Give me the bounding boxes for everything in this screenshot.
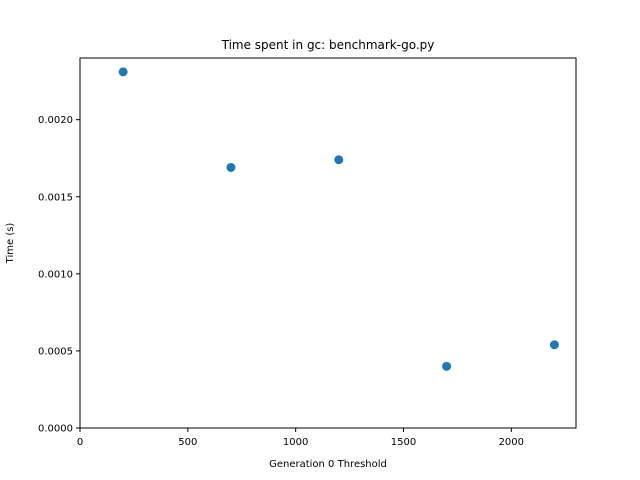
x-tick-label: 0 [77, 437, 83, 448]
data-point [334, 155, 344, 165]
plot-frame [79, 57, 577, 429]
y-tick-label: 0.0020 [38, 115, 73, 126]
x-tick-label: 2000 [499, 437, 524, 448]
y-tick-label: 0.0005 [38, 346, 73, 357]
data-point [118, 67, 128, 77]
data-point [549, 340, 559, 350]
x-tick-label: 500 [178, 437, 197, 448]
data-point [442, 361, 452, 371]
y-tick-label: 0.0010 [38, 269, 73, 280]
data-point [226, 162, 236, 172]
x-axis-label: Generation 0 Threshold [269, 459, 387, 470]
y-axis: 0.0000 0.0005 0.0010 0.0015 0.0020 [38, 115, 80, 435]
plot-area [118, 67, 559, 371]
x-tick-label: 1000 [283, 437, 308, 448]
y-axis-label: Time (s) [5, 223, 16, 265]
chart-title: Time spent in gc: benchmark-go.py [221, 38, 435, 52]
y-tick-label: 0.0015 [38, 192, 73, 203]
y-tick-label: 0.0000 [38, 424, 73, 435]
x-tick-label: 1500 [391, 437, 416, 448]
x-axis: 0 500 1000 1500 2000 [77, 428, 524, 448]
